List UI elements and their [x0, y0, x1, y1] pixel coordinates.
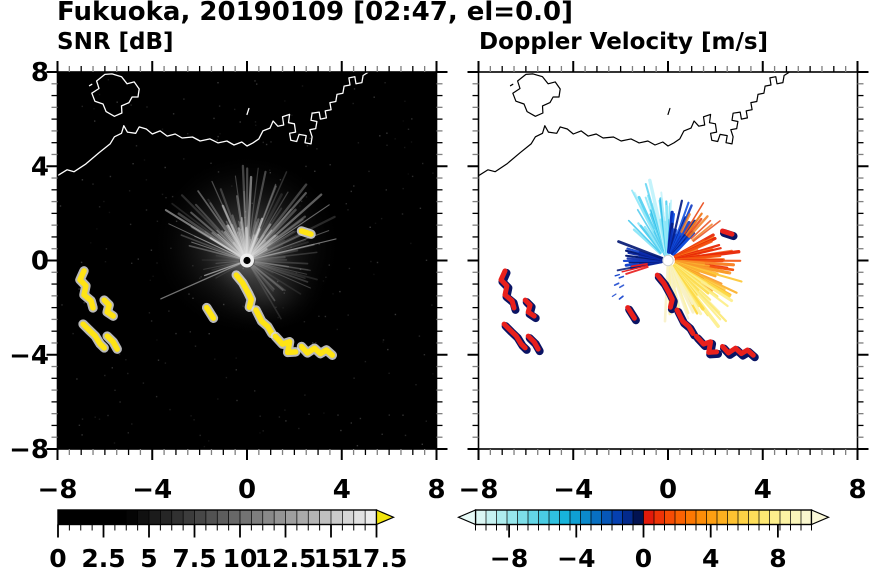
snr-colorbar-tick-label: 5: [140, 544, 157, 570]
radar-site-marker: [662, 254, 674, 267]
velocity-colorbar-tick-label: −4: [557, 544, 595, 570]
clutter-echo: [693, 333, 720, 355]
clutter-echo: [720, 344, 756, 358]
velocity-colorbar-tick-label: 0: [635, 544, 652, 570]
x-axis-tick-label: −8: [38, 475, 78, 505]
y-axis-tick-label: −8: [9, 435, 49, 465]
coastline-island: [512, 73, 561, 117]
coastline-islet: [88, 83, 93, 87]
coastline-mainland: [57, 72, 369, 177]
clutter-echo: [101, 297, 116, 319]
snr-colorbar-tick-label: 12.5: [255, 544, 317, 570]
coastline-island: [91, 73, 140, 117]
snr-colorbar-tick-label: 10: [223, 544, 258, 570]
clutter-echo: [501, 321, 528, 351]
clutter-echo: [233, 272, 255, 310]
y-axis-tick-label: 4: [31, 152, 49, 182]
coastline-islet: [246, 107, 250, 116]
x-axis-tick-label: −8: [459, 475, 499, 505]
snr-colorbar-tick-label: 7.5: [172, 544, 216, 570]
snr-panel-subtitle: SNR [dB]: [57, 29, 174, 55]
x-axis-tick-label: 0: [659, 475, 677, 505]
coastline-islet: [509, 83, 514, 87]
clutter-echo: [298, 228, 314, 237]
clutter-echo: [720, 228, 735, 237]
velocity-colorbar-over-range-arrow: [810, 509, 831, 526]
x-axis-tick-label: 8: [848, 475, 866, 505]
y-axis-tick-label: 8: [31, 58, 49, 88]
velocity-axes: −8 −4 0 4 8: [459, 61, 869, 505]
clutter-echo: [674, 307, 696, 336]
velocity-colorbar-tick-label: 8: [769, 544, 786, 570]
x-axis-tick-label: 0: [238, 475, 256, 505]
snr-colorbar-tick-label: 15: [314, 544, 349, 570]
coastline-mainland: [478, 72, 790, 177]
coastline-islet: [667, 107, 671, 115]
x-axis-tick-label: 4: [333, 475, 351, 505]
velocity-colorbar-tick-label: 4: [702, 544, 719, 570]
clutter-echo: [525, 333, 541, 352]
snr-fan: [160, 164, 337, 320]
y-axis-tick-label: 0: [31, 247, 49, 277]
clutter-echo: [272, 333, 299, 356]
velocity-panel: [478, 72, 858, 449]
x-axis-tick-label: 4: [754, 475, 772, 505]
clutter-echo: [203, 304, 217, 321]
page-title: Fukuoka, 20190109 [02:47, el=0.0]: [57, 0, 574, 27]
clutter-echo: [80, 321, 107, 351]
x-axis-tick-label: 8: [427, 475, 445, 505]
y-axis-tick-label: −4: [9, 341, 49, 371]
clutter-echo: [77, 268, 96, 311]
snr-colorbar-tick-label: 17.5: [346, 544, 408, 570]
velocity-colorbar: −8 −4 0 4 8: [456, 509, 831, 570]
clutter-echo: [498, 268, 517, 311]
velocity-panel-subtitle: Doppler Velocity [m/s]: [479, 29, 769, 55]
snr-colorbar-over-range-arrow: [375, 509, 396, 526]
x-axis-tick-label: −4: [553, 475, 593, 505]
snr-colorbar-tick-label: 2.5: [81, 544, 125, 570]
clutter-echo: [654, 272, 675, 310]
snr-colorbar-tick-label: 0: [49, 544, 66, 570]
velocity-colorbar-tick-label: −8: [490, 544, 528, 570]
x-axis-tick-label: −4: [132, 475, 172, 505]
clutter-echo: [522, 297, 537, 319]
velocity-colorbar-under-range-arrow: [456, 509, 477, 526]
clutter-echo: [625, 305, 637, 321]
clutter-echo: [253, 307, 275, 337]
snr-axes: −8 −4 0 4 8: [38, 61, 448, 505]
clutter-echo: [298, 343, 336, 358]
clutter-echo: [104, 333, 120, 352]
snr-panel: [57, 72, 437, 449]
